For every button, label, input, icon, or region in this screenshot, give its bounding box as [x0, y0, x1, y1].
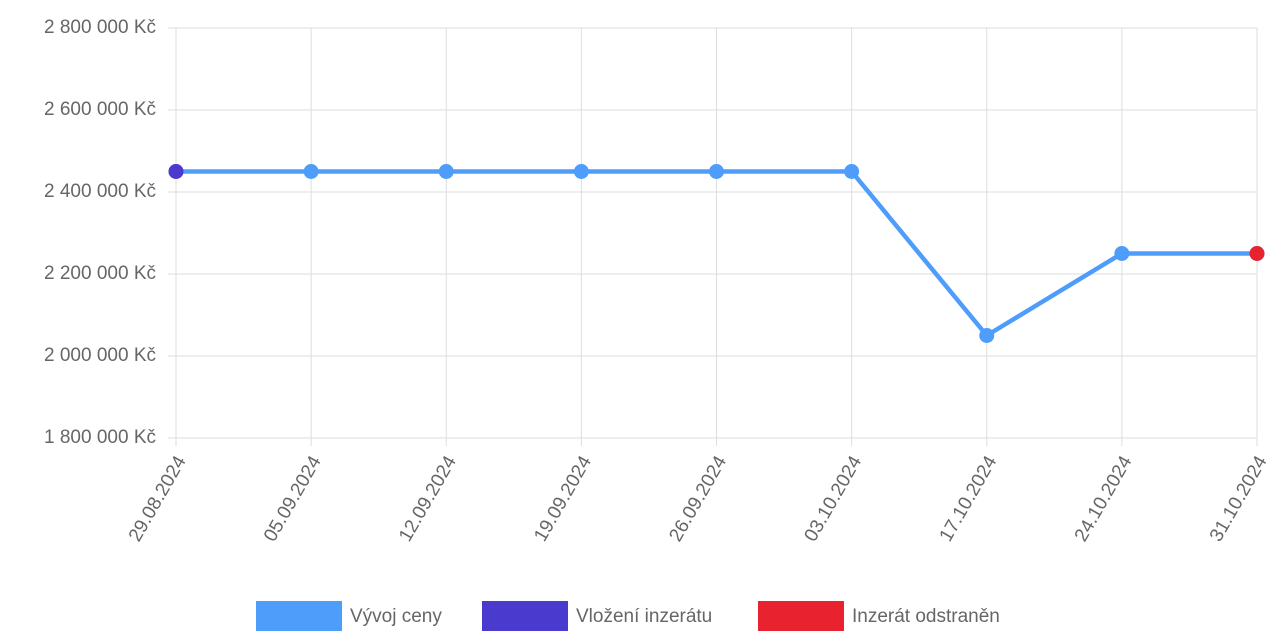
data-point	[709, 164, 724, 179]
data-point	[438, 164, 454, 179]
data-point	[168, 164, 184, 179]
legend-label: Vložení inzerátu	[576, 606, 712, 627]
data-point	[303, 164, 319, 179]
x-tick-label: 12.09.2024	[395, 452, 461, 545]
legend-swatch	[758, 601, 844, 631]
y-tick-label: 1 800 000 Kč	[44, 427, 156, 448]
x-tick-label: 17.10.2024	[936, 452, 1002, 545]
y-tick-label: 2 000 000 Kč	[44, 345, 156, 366]
data-point	[573, 164, 589, 179]
legend-label: Vývoj ceny	[350, 606, 442, 627]
x-tick-label: 26.09.2024	[665, 452, 731, 545]
x-tick-label: 29.08.2024	[125, 452, 191, 545]
x-tick-label: 31.10.2024	[1206, 452, 1272, 545]
y-tick-label: 2 600 000 Kč	[44, 99, 156, 120]
x-tick-label: 03.10.2024	[801, 452, 867, 545]
y-tick-label: 2 400 000 Kč	[44, 181, 156, 202]
legend-label: Inzerát odstraněn	[852, 606, 1000, 627]
data-point	[844, 164, 860, 179]
x-tick-label: 19.09.2024	[530, 452, 596, 545]
legend-swatch	[482, 601, 568, 631]
legend-swatch	[256, 601, 342, 631]
data-point	[1114, 246, 1130, 261]
x-tick-label: 05.09.2024	[260, 452, 326, 545]
y-tick-label: 2 800 000 Kč	[44, 17, 156, 38]
data-point	[1249, 246, 1265, 261]
y-tick-label: 2 200 000 Kč	[44, 263, 156, 284]
x-tick-label: 24.10.2024	[1071, 452, 1137, 545]
data-point	[979, 328, 995, 343]
